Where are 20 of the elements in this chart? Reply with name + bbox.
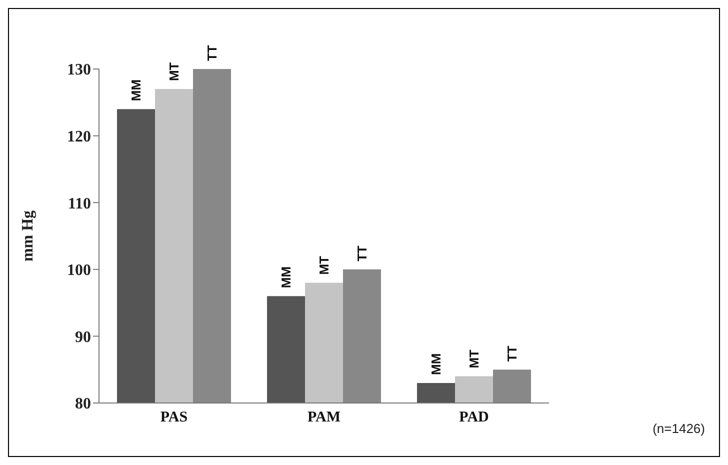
text: MT bbox=[466, 350, 482, 368]
text: TT bbox=[354, 246, 370, 262]
x-tick-label: PAM bbox=[307, 410, 341, 426]
x-tick-label: PAS bbox=[160, 410, 188, 426]
text: MM bbox=[128, 79, 144, 102]
y-tick-label: 120 bbox=[67, 128, 91, 146]
y-tick-label: 110 bbox=[68, 195, 91, 212]
x-tick-label: PAD bbox=[459, 410, 490, 426]
y-tick-label: 80 bbox=[75, 396, 91, 413]
y-tick-label: 90 bbox=[75, 328, 91, 346]
y-tick-label: 100 bbox=[67, 262, 91, 280]
text: MT bbox=[166, 62, 182, 82]
text: TT bbox=[204, 45, 220, 61]
y-tick-label: 130 bbox=[67, 62, 91, 79]
y-axis-title: mm Hg bbox=[20, 210, 37, 262]
text: TT bbox=[504, 346, 520, 362]
text: (n=1426) bbox=[652, 421, 705, 436]
text: MM bbox=[278, 266, 294, 288]
text: MM bbox=[428, 353, 444, 375]
text: MT bbox=[316, 256, 332, 275]
